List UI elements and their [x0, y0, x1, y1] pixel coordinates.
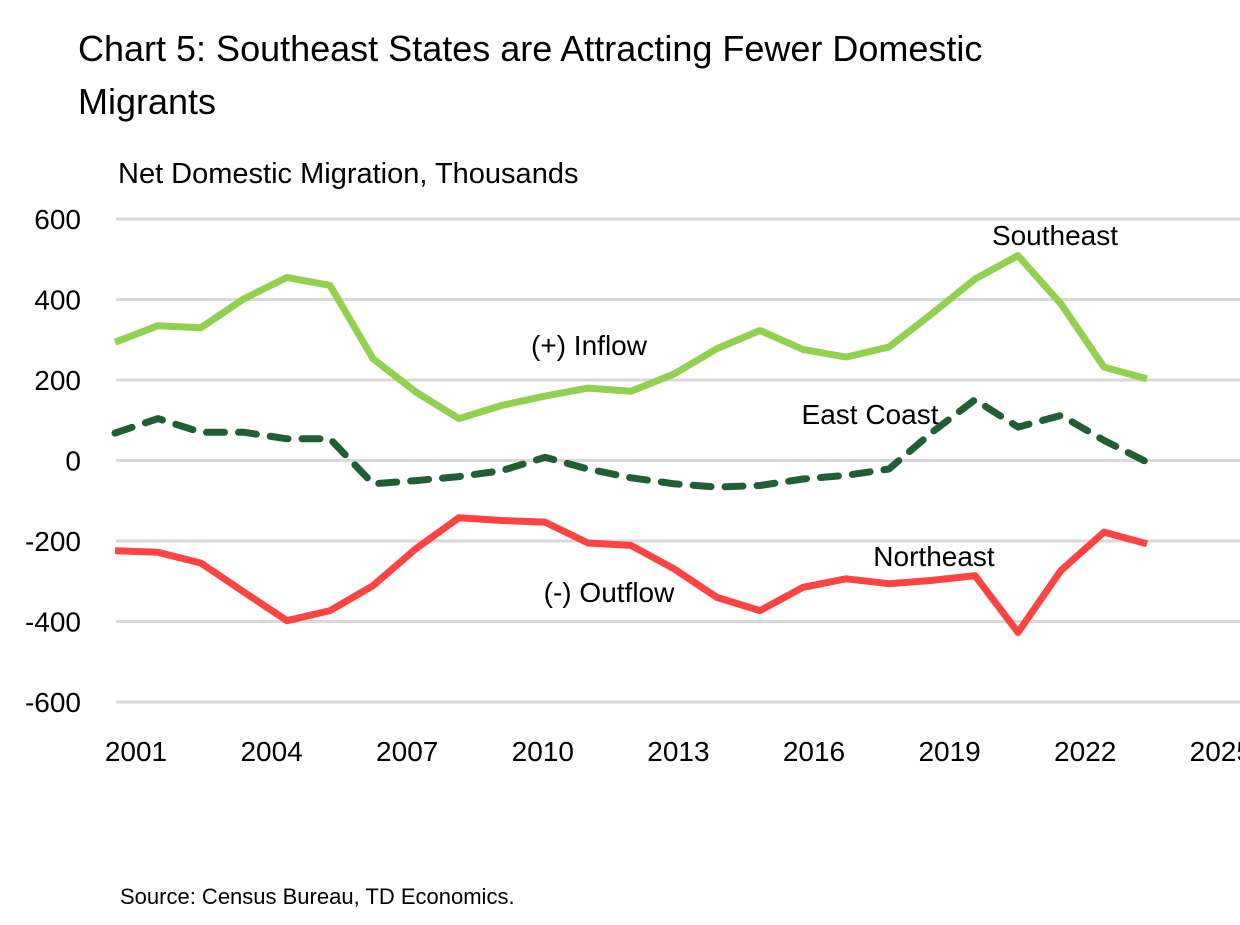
- x-tick-label: 2004: [240, 736, 302, 767]
- y-tick-label: 400: [34, 285, 81, 316]
- x-tick-label: 2013: [647, 736, 709, 767]
- series-line-northeast: [114, 514, 1148, 636]
- annotation-outflow: (-) Outflow: [544, 577, 675, 608]
- y-tick-label: 200: [34, 365, 81, 396]
- y-tick-label: 600: [34, 204, 81, 235]
- y-tick-label: 0: [65, 446, 81, 477]
- y-axis-label: Net Domestic Migration, Thousands: [118, 158, 579, 190]
- x-tick-label: 2025: [1190, 736, 1240, 767]
- x-tick-label: 2007: [376, 736, 438, 767]
- x-tick-label: 2001: [105, 736, 167, 767]
- series-line-east-coast: [111, 396, 1151, 491]
- x-tick-label: 2010: [512, 736, 574, 767]
- y-tick-label: -400: [25, 607, 81, 638]
- x-tick-label: 2019: [918, 736, 980, 767]
- x-tick-label: 2016: [783, 736, 845, 767]
- y-tick-label: -600: [25, 687, 81, 718]
- chart-title: Chart 5: Southeast States are Attracting…: [78, 28, 983, 122]
- source-note: Source: Census Bureau, TD Economics.: [120, 884, 515, 909]
- series-label-east-coast: East Coast: [802, 399, 939, 430]
- y-tick-label: -200: [25, 526, 81, 557]
- annotation-inflow: (+) Inflow: [531, 330, 648, 361]
- x-tick-label: 2022: [1054, 736, 1116, 767]
- series-label-northeast: Northeast: [873, 541, 995, 572]
- series-label-southeast: Southeast: [992, 220, 1118, 251]
